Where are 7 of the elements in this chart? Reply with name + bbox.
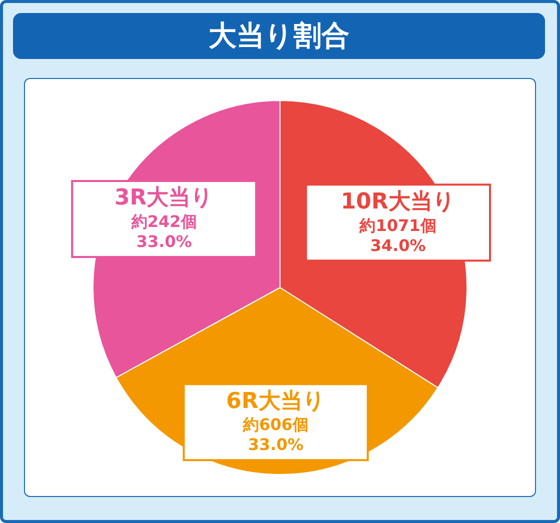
- slice-label: 10R大当り: [340, 189, 456, 214]
- slice-label: 6R大当り: [226, 388, 326, 414]
- data-label: 約606個 33.0%: [242, 415, 308, 454]
- data-label: 約242個 33.0%: [130, 212, 197, 252]
- data-label: 約1071個 34.0%: [358, 216, 436, 255]
- slice-label: 3R大当り: [114, 186, 214, 211]
- chart-title: 大当り割合: [13, 13, 545, 59]
